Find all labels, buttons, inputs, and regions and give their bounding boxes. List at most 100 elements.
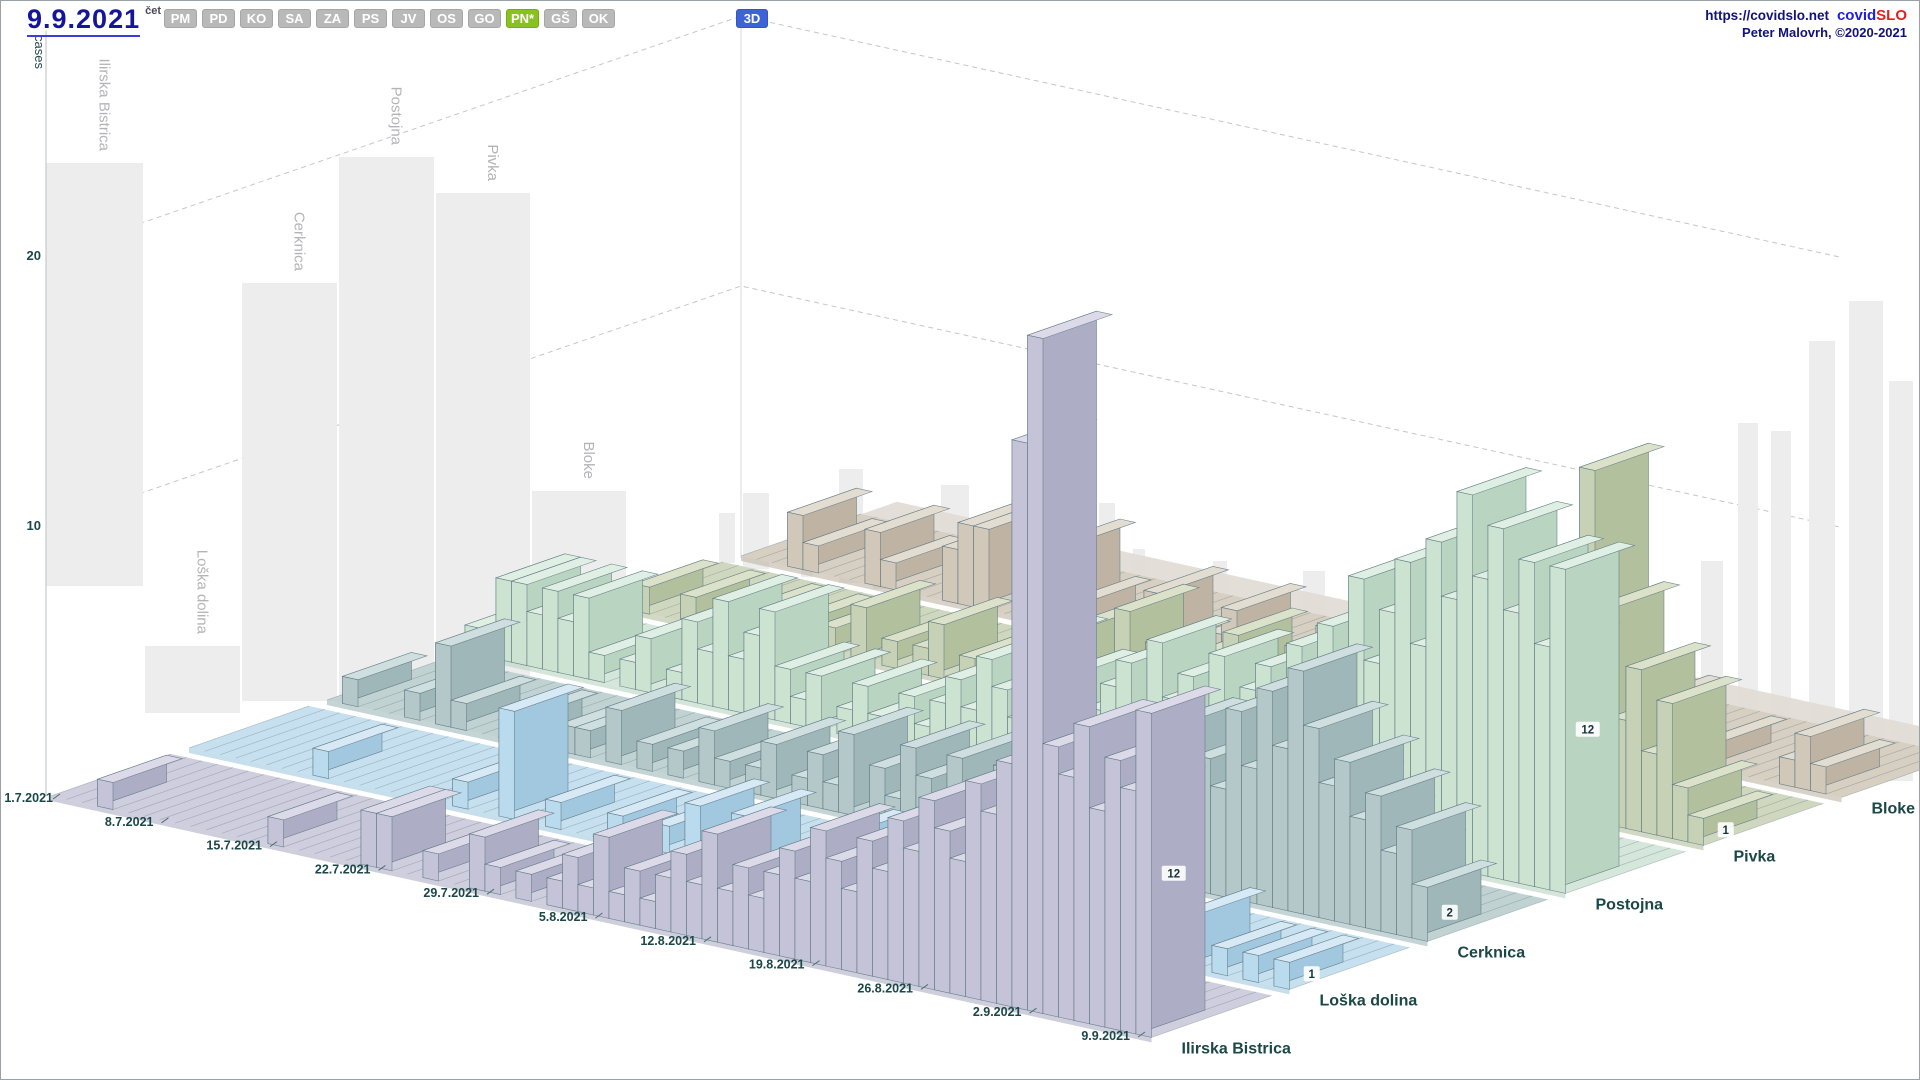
site-url-link[interactable]: https://covidslo.net — [1705, 8, 1829, 23]
bar-pivka-day-5[interactable] — [679, 569, 767, 625]
site-line: https://covidslo.net covidSLO — [1705, 7, 1907, 24]
last-value-label-pivka: 1 — [1723, 825, 1730, 837]
x-tick-mark — [920, 983, 929, 990]
bar-loska-dolina-day-23[interactable] — [544, 774, 632, 830]
day-separator — [1151, 995, 1272, 1038]
bar-loska-dolina-day-8[interactable] — [311, 723, 399, 779]
bar-front-face — [980, 810, 997, 1004]
bar-front-face — [574, 727, 591, 759]
region-button-ko[interactable]: KO — [240, 9, 273, 28]
bar-front-face — [1211, 945, 1228, 977]
bar-front-face — [557, 618, 574, 677]
region-button-gš[interactable]: GŠ — [544, 9, 577, 28]
bar-ilirska-bistrica-day-70[interactable] — [1134, 685, 1222, 1038]
bar-front-face — [1318, 782, 1335, 922]
bar-loska-dolina-day-70[interactable] — [1272, 934, 1360, 990]
bar-front-face — [546, 877, 563, 909]
bar-loska-dolina-day-68[interactable] — [1241, 927, 1329, 983]
bar-front-face — [1089, 807, 1106, 1028]
bar-front-face — [1287, 667, 1304, 915]
bar-front-face — [698, 727, 715, 786]
municipality-label-postojna: Postojna — [1596, 896, 1664, 913]
bar-front-face — [810, 827, 827, 967]
day-separator — [204, 709, 325, 752]
bar-front-face — [1672, 784, 1689, 843]
x-tick-label-8-7-2021: 8.7.2021 — [105, 815, 154, 829]
region-button-ps[interactable]: PS — [354, 9, 387, 28]
region-button-ok[interactable]: OK — [582, 9, 615, 28]
day-separator — [1565, 851, 1686, 894]
bar-front-face — [928, 621, 945, 680]
bar-front-face — [1120, 787, 1137, 1035]
credit: Peter Malovrh, ©2020-2021 — [1742, 25, 1907, 40]
bar-front-face — [267, 816, 284, 848]
x-tick-label-1-7-2021: 1.7.2021 — [4, 791, 53, 805]
bar-front-face — [1027, 334, 1044, 1014]
bar-bloke-day-69[interactable] — [1809, 739, 1897, 795]
bar-postojna-day-70[interactable] — [1548, 541, 1636, 894]
bar-cerknica-day-8[interactable] — [449, 675, 537, 731]
x-tick-label-22-7-2021: 22.7.2021 — [315, 862, 371, 876]
bar-front-face — [864, 528, 881, 587]
region-button-jv[interactable]: JV — [392, 9, 425, 28]
bar-front-face — [965, 780, 982, 1001]
day-separator — [390, 749, 511, 793]
region-button-go[interactable]: GO — [468, 9, 501, 28]
bar-front-face — [957, 522, 974, 608]
bar-front-face — [1042, 743, 1059, 1018]
municipality-label-ilirska-bistrica: Ilirska Bistrica — [1182, 1040, 1292, 1057]
region-button-sa[interactable]: SA — [278, 9, 311, 28]
x-tick-mark — [1029, 1007, 1037, 1014]
bar-front-face — [1641, 750, 1658, 836]
bar-front-face — [422, 850, 439, 882]
bar-front-face — [312, 747, 329, 779]
ghost-label-postojna: Postojna — [388, 87, 405, 146]
bar-loska-dolina-day-20[interactable] — [497, 683, 585, 820]
region-button-pd[interactable]: PD — [202, 9, 235, 28]
bar-front-face — [1210, 785, 1227, 898]
day-separator — [159, 777, 280, 821]
bar-cerknica-day-28[interactable] — [759, 716, 847, 799]
region-button-pm[interactable]: PM — [164, 9, 197, 28]
x-tick-label-12-8-2021: 12.8.2021 — [640, 934, 696, 948]
bar-front-face — [1073, 723, 1090, 1025]
current-date: 9.9.2021 — [27, 4, 141, 37]
region-button-bar: PM PD KO SA ZA PS JV OS GO PN* GŠ OK — [164, 9, 615, 28]
bar-pivka-day-70[interactable] — [1686, 790, 1774, 846]
bar-ilirska-bistrica-day-14[interactable] — [266, 792, 354, 848]
bar-front-face — [949, 857, 966, 997]
municipality-label-pivka: Pivka — [1734, 848, 1776, 865]
municipality-row-ilirska-bistrica[interactable]: 12 Ilirska Bistrica — [50, 310, 1292, 1057]
day-separator — [143, 774, 265, 817]
last-value-label-ilirska-bistrica: 12 — [1167, 869, 1180, 881]
last-value-label-loska-dolina: 1 — [1309, 969, 1316, 981]
bar-cerknica-day-1[interactable] — [341, 651, 429, 708]
bar-ilirska-bistrica-day-21[interactable] — [375, 788, 463, 872]
bar-loska-dolina-day-66[interactable] — [1210, 920, 1298, 977]
bar-front-face — [545, 798, 562, 830]
current-date-block: 9.9.2021 čet — [27, 4, 161, 37]
region-button-za[interactable]: ZA — [316, 9, 349, 28]
bar-front-face — [787, 511, 804, 570]
bar-front-face — [605, 706, 622, 765]
ghost-bar-small-28 — [1889, 381, 1913, 781]
bar-cerknica-day-20[interactable] — [635, 716, 723, 772]
mode-3d-button[interactable]: 3D — [736, 9, 768, 28]
day-separator — [374, 746, 496, 790]
day-separator — [250, 719, 372, 762]
bar-front-face — [697, 648, 714, 707]
x-tick-label-2-9-2021: 2.9.2021 — [973, 1005, 1022, 1019]
bar-cerknica-day-70[interactable] — [1410, 859, 1498, 942]
bar-ilirska-bistrica-day-28[interactable] — [483, 839, 571, 895]
day-separator — [1703, 803, 1824, 846]
region-button-os[interactable]: OS — [430, 9, 463, 28]
region-button-pn[interactable]: PN* — [506, 9, 539, 28]
bar-front-face — [624, 867, 641, 926]
bar-ilirska-bistrica-day-3[interactable] — [96, 754, 184, 810]
bar-bloke-day-4[interactable] — [801, 518, 889, 574]
ghost-label-cerknica: Cerknica — [291, 212, 308, 272]
day-separator — [1289, 947, 1410, 990]
bar-bloke-day-9[interactable] — [879, 535, 967, 591]
bar-front-face — [1225, 707, 1242, 901]
